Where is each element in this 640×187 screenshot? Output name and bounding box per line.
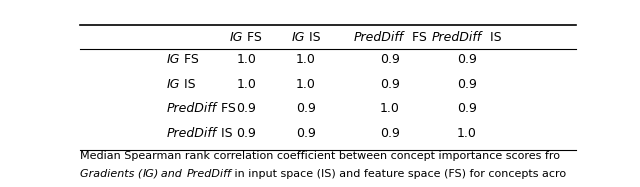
Text: 1.0: 1.0 (236, 78, 256, 91)
Text: 0.9: 0.9 (380, 78, 400, 91)
Text: IG: IG (291, 31, 305, 44)
Text: PredDiff: PredDiff (353, 31, 404, 44)
Text: 0.9: 0.9 (457, 78, 477, 91)
Text: 1.0: 1.0 (380, 102, 400, 115)
Text: PredDiff: PredDiff (167, 102, 217, 115)
Text: IG: IG (230, 31, 243, 44)
Text: 0.9: 0.9 (457, 102, 477, 115)
Text: 1.0: 1.0 (296, 78, 316, 91)
Text: 0.9: 0.9 (457, 53, 477, 66)
Text: Gradients (: Gradients ( (80, 169, 142, 179)
Text: 0.9: 0.9 (236, 102, 256, 115)
Text: IS: IS (305, 31, 320, 44)
Text: 1.0: 1.0 (457, 127, 477, 140)
Text: IG: IG (142, 169, 154, 179)
Text: ) and: ) and (154, 169, 186, 179)
Text: FS: FS (243, 31, 262, 44)
Text: 1.0: 1.0 (296, 53, 316, 66)
Text: 0.9: 0.9 (236, 127, 256, 140)
Text: IS: IS (482, 31, 502, 44)
Text: Median Spearman rank correlation coefficient between concept importance scores f: Median Spearman rank correlation coeffic… (80, 151, 560, 161)
Text: PredDiff: PredDiff (432, 31, 482, 44)
Text: IS: IS (180, 78, 196, 91)
Text: FS: FS (217, 102, 236, 115)
Text: 1.0: 1.0 (236, 53, 256, 66)
Text: 0.9: 0.9 (296, 127, 316, 140)
Text: 0.9: 0.9 (380, 127, 400, 140)
Text: PredDiff: PredDiff (167, 127, 217, 140)
Text: 0.9: 0.9 (296, 102, 316, 115)
Text: PredDiff: PredDiff (186, 169, 232, 179)
Text: IG: IG (167, 53, 180, 66)
Text: 0.9: 0.9 (380, 53, 400, 66)
Text: in input space (IS) and feature space (FS) for concepts acro: in input space (IS) and feature space (F… (232, 169, 566, 179)
Text: FS: FS (404, 31, 426, 44)
Text: IG: IG (167, 78, 180, 91)
Text: FS: FS (180, 53, 199, 66)
Text: IS: IS (217, 127, 232, 140)
